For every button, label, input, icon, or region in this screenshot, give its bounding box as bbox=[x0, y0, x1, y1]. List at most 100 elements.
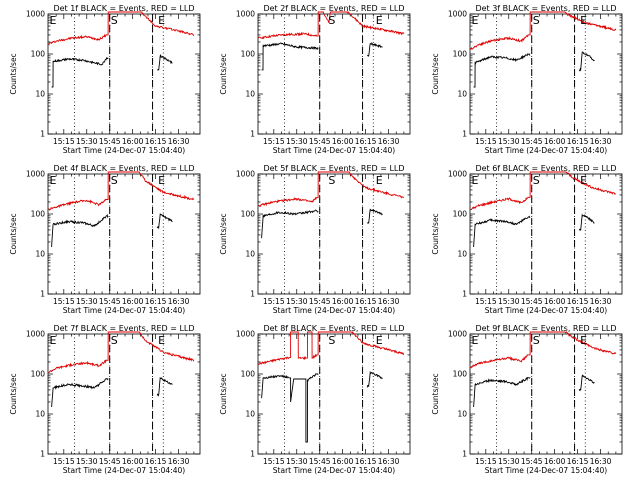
y-tick-label: 100 bbox=[241, 50, 256, 59]
y-axis-label: Counts/sec bbox=[219, 373, 228, 414]
y-tick-label: 100 bbox=[31, 50, 46, 59]
y-tick-label: 1 bbox=[250, 130, 255, 139]
events-black-series-line bbox=[473, 53, 531, 88]
y-tick-label: 1 bbox=[250, 450, 255, 459]
x-tick-label: 15:15 bbox=[475, 137, 497, 146]
x-tick-label: 16:00 bbox=[544, 137, 566, 146]
y-tick-label: 1000 bbox=[236, 10, 255, 19]
marker-label-s: S bbox=[533, 14, 540, 27]
plot-frame bbox=[469, 333, 623, 455]
x-tick-label: 15:15 bbox=[53, 137, 75, 146]
x-tick-label: 15:45 bbox=[99, 137, 121, 146]
x-tick-label: 16:30 bbox=[590, 137, 612, 146]
panel-title: Det 9f BLACK = Events, RED = LLD bbox=[475, 324, 616, 333]
x-tick-label: 16:00 bbox=[332, 297, 354, 306]
y-tick-label: 1000 bbox=[236, 170, 255, 179]
x-axis-label: Start Time (24-Dec-07 15:04:40) bbox=[485, 146, 607, 155]
x-tick-label: 16:15 bbox=[567, 457, 589, 466]
panel-det9: Det 9f BLACK = Events, RED = LLD 1 10 100 10… bbox=[431, 324, 623, 475]
x-axis-label: Start Time (24-Dec-07 15:04:40) bbox=[485, 466, 607, 475]
x-tick-label: 15:30 bbox=[76, 457, 98, 466]
panel-det6: Det 6f BLACK = Events, RED = LLD 1 10 100 10… bbox=[431, 164, 623, 315]
x-tick-label: 15:30 bbox=[286, 137, 308, 146]
marker-label-e: E bbox=[50, 174, 57, 187]
y-tick-label: 10 bbox=[35, 410, 45, 419]
y-tick-label: 1 bbox=[40, 130, 45, 139]
marker-label-s: S bbox=[111, 334, 118, 347]
x-tick-label: 16:15 bbox=[145, 457, 167, 466]
y-axis-label: Counts/sec bbox=[9, 213, 18, 254]
plot-frame bbox=[257, 173, 411, 295]
x-tick-label: 15:30 bbox=[286, 297, 308, 306]
y-axis-label: Counts/sec bbox=[9, 53, 18, 94]
lld-red-series-line bbox=[258, 11, 405, 40]
events-black-series-line bbox=[156, 54, 173, 71]
y-tick-label: 1 bbox=[462, 450, 467, 459]
x-axis-label: Start Time (24-Dec-07 15:04:40) bbox=[63, 466, 185, 475]
x-tick-label: 15:45 bbox=[521, 297, 543, 306]
x-tick-label: 15:30 bbox=[498, 297, 520, 306]
plot-frame bbox=[257, 333, 411, 455]
panel-det7: Det 7f BLACK = Events, RED = LLD 1 10 100 10… bbox=[9, 324, 201, 475]
x-tick-label: 16:00 bbox=[332, 137, 354, 146]
x-tick-label: 16:00 bbox=[332, 457, 354, 466]
lld-red-series-line bbox=[470, 331, 617, 369]
lld-red-series-line bbox=[258, 171, 404, 208]
marker-label-e: E bbox=[580, 174, 587, 187]
x-tick-label: 16:30 bbox=[168, 457, 190, 466]
y-tick-label: 100 bbox=[453, 370, 468, 379]
marker-label-e: E bbox=[376, 174, 383, 187]
panel-title: Det 3f BLACK = Events, RED = LLD bbox=[475, 4, 616, 13]
events-black-series-line bbox=[261, 209, 319, 239]
x-tick-label: 15:45 bbox=[309, 137, 331, 146]
x-tick-label: 16:00 bbox=[122, 297, 144, 306]
marker-label-e: E bbox=[580, 14, 587, 27]
y-tick-label: 10 bbox=[35, 250, 45, 259]
x-tick-label: 15:15 bbox=[263, 137, 285, 146]
panel-title: Det 2f BLACK = Events, RED = LLD bbox=[263, 4, 404, 13]
y-tick-label: 100 bbox=[453, 50, 468, 59]
x-tick-label: 16:15 bbox=[355, 297, 377, 306]
x-tick-label: 16:30 bbox=[378, 457, 400, 466]
lld-red-series-line bbox=[48, 331, 195, 374]
y-tick-label: 1 bbox=[40, 450, 45, 459]
x-axis-label: Start Time (24-Dec-07 15:04:40) bbox=[273, 146, 395, 155]
plot-frame bbox=[47, 333, 201, 455]
x-tick-label: 16:30 bbox=[590, 457, 612, 466]
panel-title: Det 6f BLACK = Events, RED = LLD bbox=[475, 164, 616, 173]
lld-red-series-line bbox=[470, 11, 617, 51]
y-tick-label: 100 bbox=[241, 370, 256, 379]
y-tick-label: 1 bbox=[40, 290, 45, 299]
x-axis-label: Start Time (24-Dec-07 15:04:40) bbox=[485, 306, 607, 315]
events-black-series-line bbox=[156, 213, 173, 230]
marker-label-s: S bbox=[328, 174, 335, 187]
x-tick-label: 15:30 bbox=[76, 137, 98, 146]
x-tick-label: 15:30 bbox=[76, 297, 98, 306]
panel-det1: Det 1f BLACK = Events, RED = LLD 1 10 100 10… bbox=[9, 4, 201, 155]
panel-det8: Det 8f BLACK = Events, RED = LLD 1 10 100 10… bbox=[219, 324, 411, 475]
panel-det2: Det 2f BLACK = Events, RED = LLD 1 10 100 10… bbox=[219, 4, 411, 155]
x-axis-label: Start Time (24-Dec-07 15:04:40) bbox=[63, 146, 185, 155]
x-tick-label: 16:15 bbox=[355, 137, 377, 146]
x-tick-label: 15:15 bbox=[263, 297, 285, 306]
panel-title: Det 7f BLACK = Events, RED = LLD bbox=[53, 324, 194, 333]
x-tick-label: 16:30 bbox=[590, 297, 612, 306]
x-tick-label: 15:45 bbox=[99, 457, 121, 466]
y-tick-label: 100 bbox=[31, 370, 46, 379]
x-tick-label: 16:00 bbox=[544, 457, 566, 466]
x-tick-label: 15:45 bbox=[309, 457, 331, 466]
lld-red-series-line bbox=[48, 11, 195, 46]
y-tick-label: 1000 bbox=[26, 10, 45, 19]
marker-label-s: S bbox=[533, 334, 540, 347]
x-tick-label: 16:00 bbox=[122, 137, 144, 146]
x-tick-label: 16:30 bbox=[168, 297, 190, 306]
panel-title: Det 4f BLACK = Events, RED = LLD bbox=[53, 164, 194, 173]
y-tick-label: 1 bbox=[250, 290, 255, 299]
x-tick-label: 15:30 bbox=[498, 137, 520, 146]
events-black-series-line bbox=[51, 378, 109, 408]
y-axis-label: Counts/sec bbox=[431, 53, 440, 94]
events-black-series-line bbox=[261, 373, 319, 443]
marker-label-e: E bbox=[50, 14, 57, 27]
events-black-series-line bbox=[261, 42, 319, 71]
